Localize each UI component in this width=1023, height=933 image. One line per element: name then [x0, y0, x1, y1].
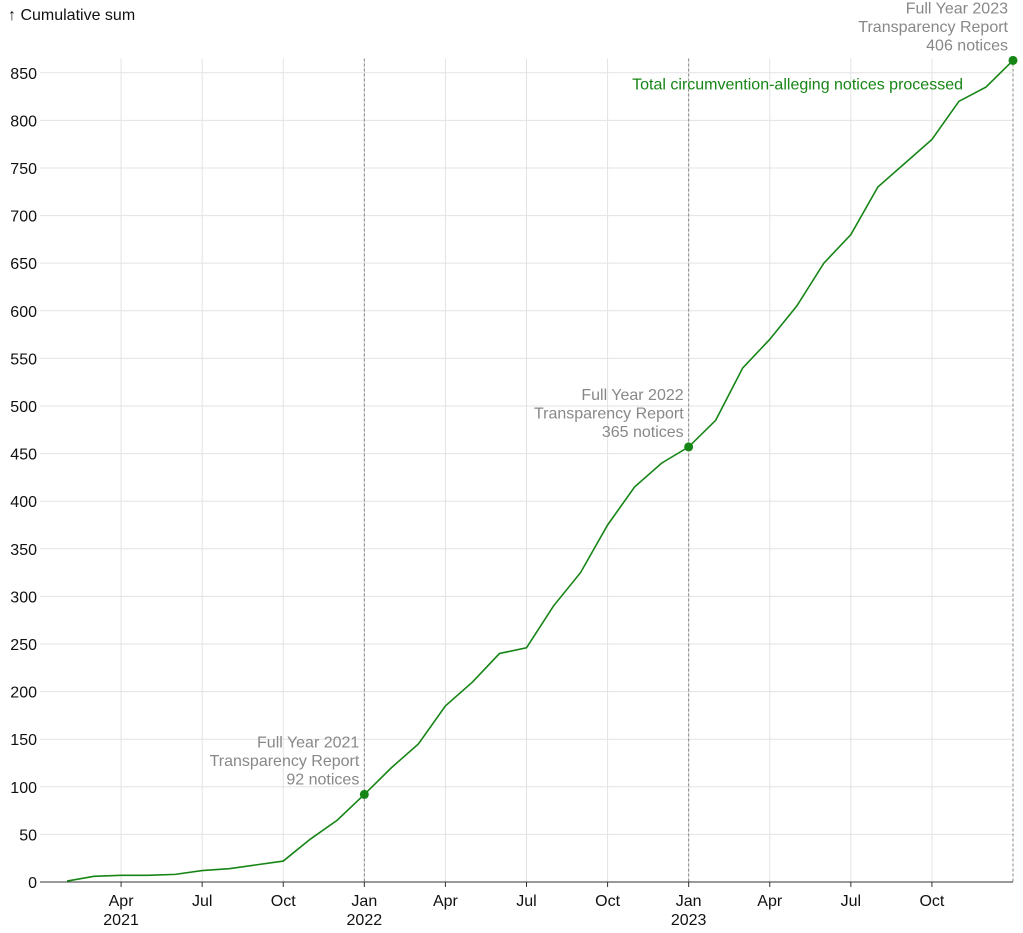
y-tick-label: 650: [10, 256, 37, 273]
series-label: Total circumvention-alleging notices pro…: [632, 76, 963, 93]
y-tick-label: 150: [10, 732, 37, 749]
y-tick-label: 250: [10, 637, 37, 654]
y-tick-label: 200: [10, 685, 37, 702]
annotation-text: Transparency Report: [858, 19, 1008, 36]
annotation-text: 365 notices: [602, 424, 684, 441]
y-tick-label: 750: [10, 161, 37, 178]
x-tick-year: 2022: [347, 912, 383, 929]
x-tick-label: Jul: [841, 893, 861, 910]
y-tick-label: 350: [10, 542, 37, 559]
annotation-text: Full Year 2022: [581, 387, 683, 404]
y-tick-label: 100: [10, 780, 37, 797]
x-tick-label: Apr: [109, 893, 135, 910]
annotation-dot: [359, 789, 369, 799]
series-line: [66, 59, 1014, 882]
y-tick-label: 300: [10, 589, 37, 606]
x-tick-label: Oct: [919, 893, 944, 910]
x-tick-year: 2021: [103, 912, 139, 929]
y-tick-label: 500: [10, 399, 37, 416]
y-tick-label: 600: [10, 304, 37, 321]
y-tick-label: 450: [10, 447, 37, 464]
annotation-text: Transparency Report: [534, 405, 684, 422]
x-tick-label: Jul: [516, 893, 536, 910]
x-tick-label: Jan: [351, 893, 377, 910]
y-tick-label: 400: [10, 494, 37, 511]
y-tick-label: 50: [19, 827, 37, 844]
annotation-text: Full Year 2021: [257, 734, 359, 751]
annotation-dot: [1008, 55, 1018, 65]
y-axis-label: ↑ Cumulative sum: [8, 7, 135, 24]
y-tick-label: 800: [10, 113, 37, 130]
x-tick-label: Apr: [757, 893, 783, 910]
x-tick-label: Oct: [595, 893, 620, 910]
y-tick-label: 850: [10, 66, 37, 83]
annotation-text: Transparency Report: [210, 753, 360, 770]
x-tick-year: 2023: [671, 912, 707, 929]
annotation-text: Full Year 2023: [906, 0, 1008, 17]
x-tick-label: Jan: [676, 893, 702, 910]
x-tick-label: Apr: [433, 893, 459, 910]
y-tick-label: 700: [10, 209, 37, 226]
y-tick-label: 550: [10, 351, 37, 368]
y-tick-label: 0: [28, 875, 37, 892]
x-tick-label: Oct: [271, 893, 296, 910]
x-tick-label: Jul: [192, 893, 212, 910]
annotation-dot: [684, 442, 694, 452]
annotation-text: 92 notices: [286, 771, 359, 788]
annotation-text: 406 notices: [926, 37, 1008, 54]
